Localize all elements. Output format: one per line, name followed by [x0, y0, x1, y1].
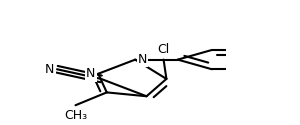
Text: N: N: [86, 67, 95, 80]
Text: CH₃: CH₃: [64, 109, 87, 122]
Text: Cl: Cl: [158, 42, 170, 56]
Text: N: N: [45, 63, 54, 76]
Text: N: N: [138, 53, 147, 66]
